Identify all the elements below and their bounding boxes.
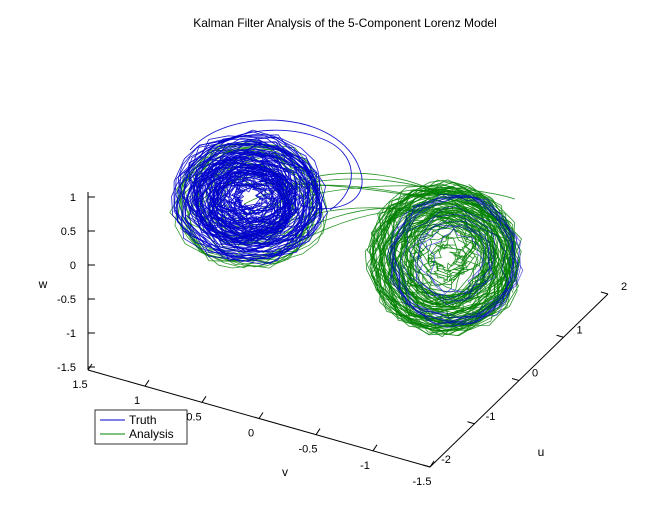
- u-tick-label: -1: [486, 411, 496, 423]
- trajectories: [169, 119, 524, 338]
- w-axis-label: w: [38, 277, 48, 291]
- w-tick-label: -1: [66, 328, 76, 340]
- analysis-trajectory: [260, 207, 516, 244]
- w-tick-label: 0: [70, 260, 76, 272]
- v-tick-label: -1: [360, 460, 370, 472]
- chart-title: Kalman Filter Analysis of the 5-Componen…: [193, 16, 497, 30]
- u-tick-label: 0: [532, 368, 538, 380]
- v-tick-label: -0.5: [299, 444, 318, 456]
- legend-label-analysis: Analysis: [129, 427, 174, 441]
- legend: Truth Analysis: [94, 409, 188, 445]
- v-tick-mark: [144, 379, 150, 387]
- truth-trajectory: [212, 167, 293, 231]
- u-tick-mark: [467, 421, 475, 425]
- analysis-trajectory: [399, 221, 480, 296]
- v-tick-label: 0.5: [186, 411, 201, 423]
- w-tick-label: 1: [70, 192, 76, 204]
- v-tick-mark: [87, 363, 93, 371]
- v-tick-mark: [201, 396, 207, 403]
- legend-label-truth: Truth: [129, 413, 157, 427]
- u-axis-label: u: [538, 445, 545, 459]
- w-axis-ticks: 1 0.5 0 -0.5 -1 -1.5: [57, 192, 95, 374]
- u-tick-mark: [556, 334, 564, 338]
- v-tick-mark: [372, 444, 378, 452]
- w-tick-label: 0.5: [61, 226, 76, 238]
- u-tick-mark: [511, 378, 520, 381]
- u-axis-ticks: -2 -1 0 1 2: [422, 281, 627, 468]
- truth-trajectory: [183, 129, 352, 211]
- truth-trajectory: [390, 193, 518, 327]
- legend-box: [94, 409, 188, 445]
- u-tick-label: 2: [621, 281, 627, 293]
- truth-trajectory: [415, 220, 493, 299]
- analysis-trajectory: [388, 183, 511, 314]
- u-tick-mark: [422, 464, 431, 468]
- v-tick-mark: [429, 460, 435, 468]
- truth-trajectory: [388, 194, 521, 323]
- v-tick-label: 1: [134, 395, 140, 407]
- truth-trajectory: [204, 164, 287, 235]
- v-tick-label: -1.5: [413, 476, 432, 488]
- truth-trajectory: [185, 143, 314, 250]
- v-axis-ticks: 1.5 1 0.5 0 -0.5 -1 -1.5: [72, 363, 435, 488]
- v-axis-label: v: [282, 465, 288, 479]
- w-tick-label: -1.5: [57, 362, 76, 374]
- v-tick-mark: [315, 428, 321, 435]
- u-tick-label: -2: [441, 454, 451, 466]
- v-tick-mark: [258, 412, 264, 419]
- truth-trajectory: [189, 119, 363, 210]
- u-tick-label: 1: [576, 324, 582, 336]
- w-tick-label: -0.5: [57, 294, 76, 306]
- v-tick-label: 1.5: [72, 379, 87, 391]
- u-tick-mark: [600, 291, 609, 295]
- v-tick-label: 0: [248, 428, 254, 440]
